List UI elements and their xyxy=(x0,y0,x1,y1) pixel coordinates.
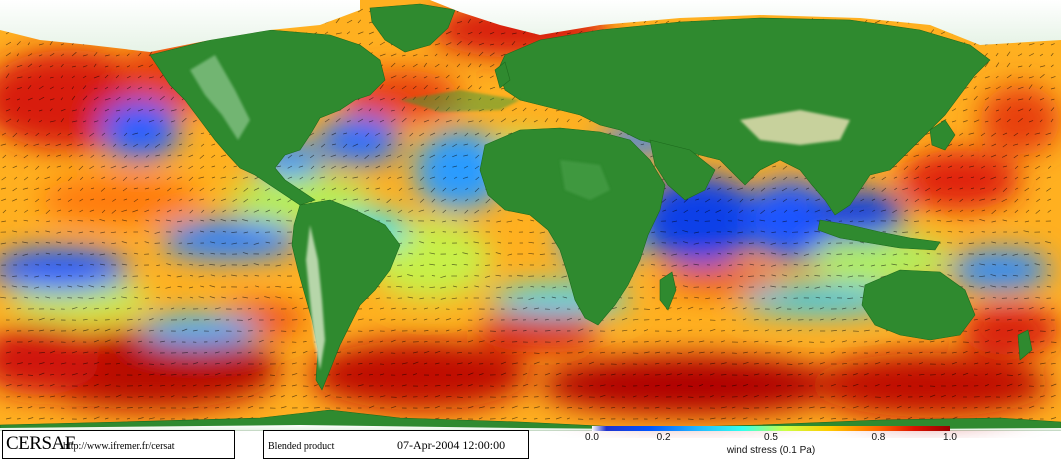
land-eurasia xyxy=(497,17,991,216)
date-time-stamp: 07-Apr-2004 12:00:00 xyxy=(397,438,506,452)
source-url[interactable]: http://www.ifremer.fr/cersat xyxy=(63,441,175,452)
legend-tick-3: 0.8 xyxy=(871,432,886,443)
land-uk xyxy=(494,61,511,89)
legend-tick-1: 0.2 xyxy=(656,432,671,443)
ice-cover xyxy=(0,0,1061,430)
source-panel: CERSAF http://www.ifremer.fr/cersat xyxy=(2,430,235,459)
product-panel: Blended product 07-Apr-2004 12:00:00 xyxy=(263,430,529,459)
land-arabia xyxy=(649,139,716,201)
land-africa xyxy=(479,127,666,326)
land-japan xyxy=(929,119,956,151)
land-new-zealand xyxy=(1017,329,1033,361)
product-name: Blended product xyxy=(268,441,335,452)
legend-title: wind stress (0.1 Pa) xyxy=(726,445,816,456)
land-greenland xyxy=(369,3,456,53)
highlands xyxy=(190,55,850,370)
ocean-field xyxy=(0,2,1060,417)
land-australia xyxy=(861,269,976,341)
legend-tick-4: 1.0 xyxy=(943,432,957,443)
brand-logo-text: CERSAF xyxy=(6,433,75,454)
legend-tick-2: 0.5 xyxy=(764,432,778,443)
legend-tick-0: 0.0 xyxy=(585,432,599,443)
colorbar xyxy=(592,426,950,431)
land-indonesia xyxy=(817,219,941,251)
land-antarctica xyxy=(0,409,1061,431)
color-legend: 0.0 0.2 0.5 0.8 1.0 wind stress (0.1 Pa) xyxy=(560,426,970,460)
land-madagascar xyxy=(659,271,677,311)
